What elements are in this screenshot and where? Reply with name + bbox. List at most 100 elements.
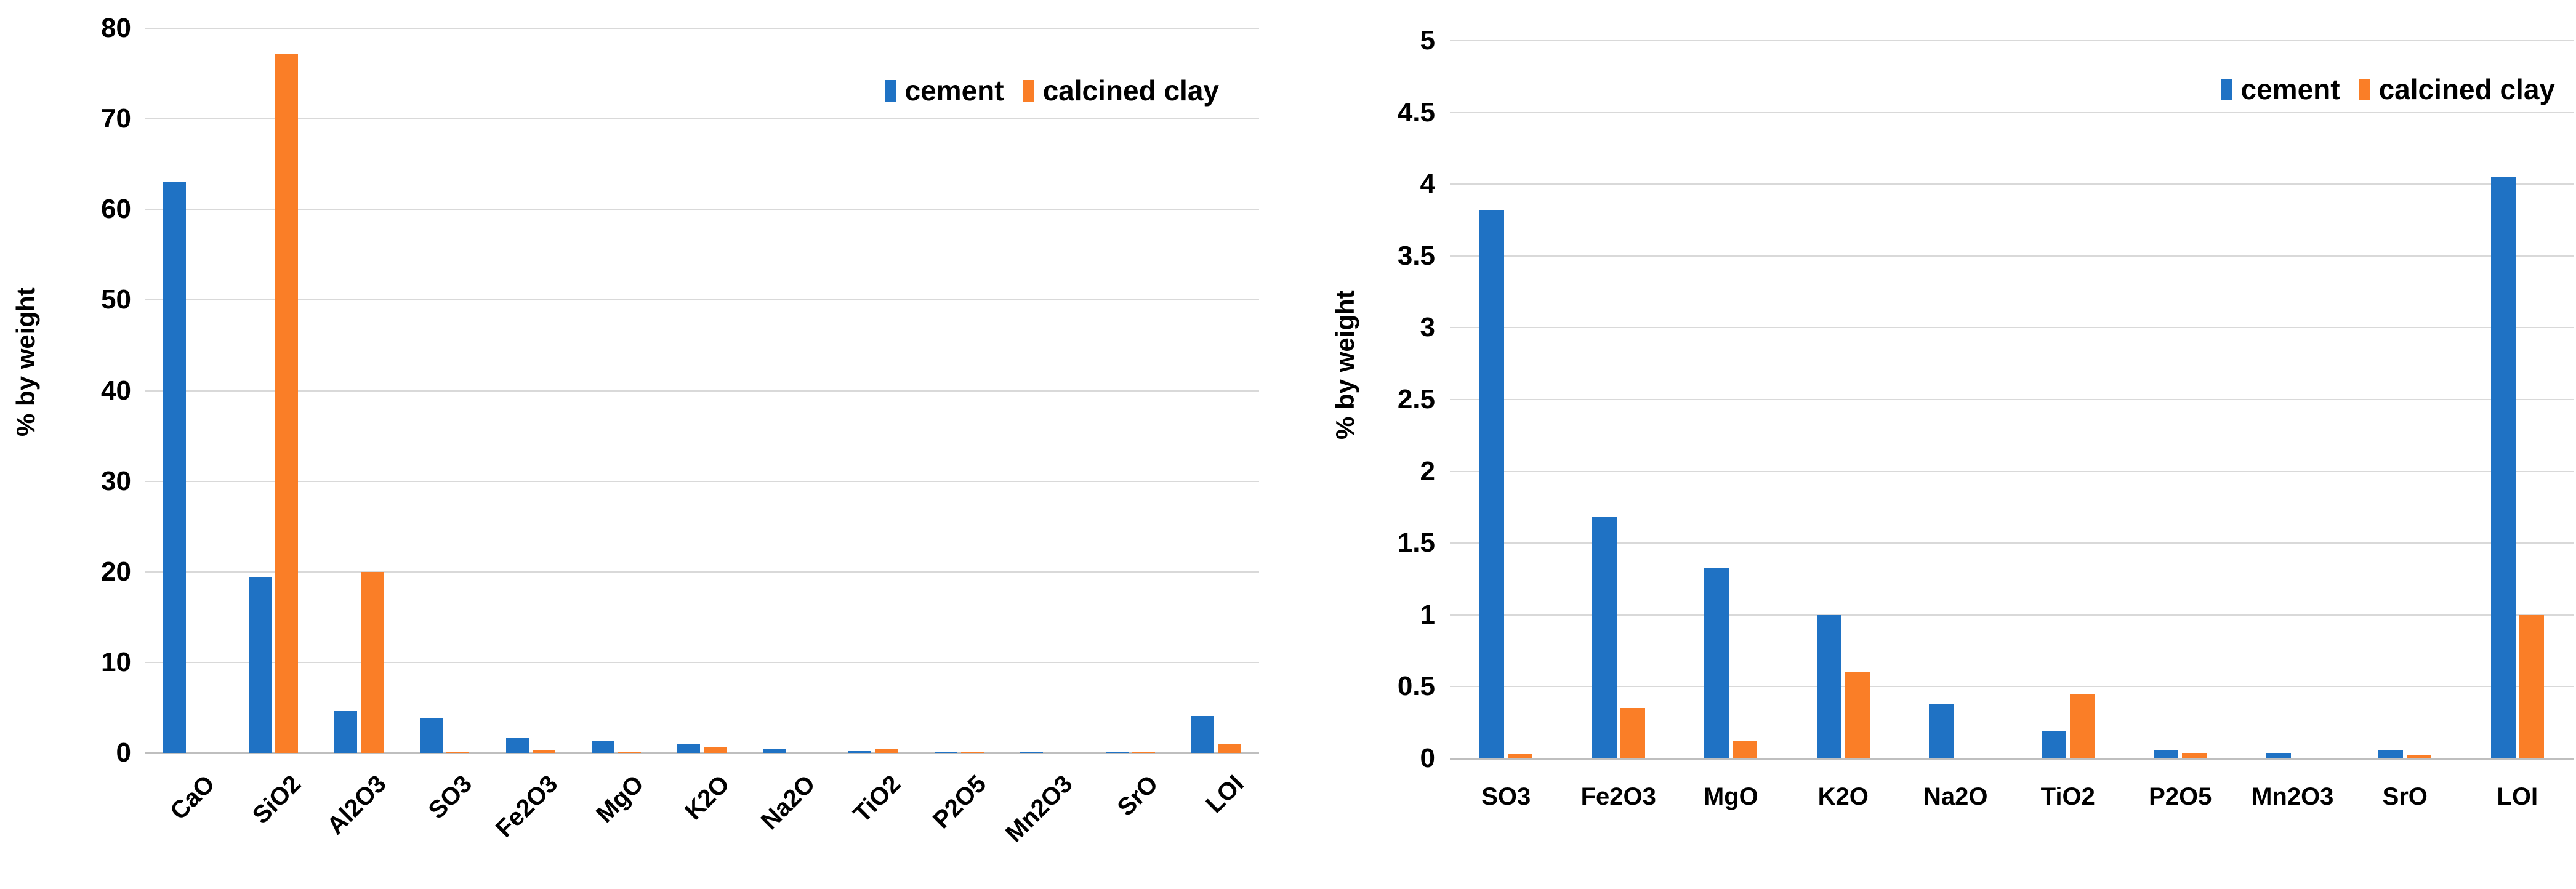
x-axis-label: P2O5 <box>928 770 992 834</box>
bar-cement-Mn2O3 <box>2266 752 2291 758</box>
x-axis-label: P2O5 <box>2149 783 2212 810</box>
x-axis-label: Mn2O3 <box>2252 783 2334 810</box>
bar-calcined-clay-P2O5 <box>960 752 984 753</box>
bar-calcined-clay-SrO <box>1132 752 1156 753</box>
legend-entry-cement: cement <box>884 74 1004 107</box>
legend: cement calcined clay <box>2220 73 2555 106</box>
gridline <box>145 571 1259 573</box>
bar-cement-SO3 <box>420 718 443 753</box>
y-tick-label: 10 <box>101 646 131 677</box>
bar-cement-P2O5 <box>2154 750 2179 758</box>
x-axis-label: LOI <box>1201 770 1249 819</box>
bar-cement-Al2O3 <box>334 711 358 753</box>
legend-entry-calcined-clay: calcined clay <box>1022 74 1219 107</box>
x-axis-label: TiO2 <box>848 770 906 828</box>
bar-cement-CaO <box>163 182 186 753</box>
x-axis-label: MgO <box>590 770 649 828</box>
bar-cement-K2O <box>677 744 700 753</box>
y-tick-label: 0 <box>116 738 131 768</box>
x-axis-label: Fe2O3 <box>1580 783 1656 810</box>
y-tick-label: 0 <box>1420 743 1435 773</box>
y-tick-label: 20 <box>101 556 131 587</box>
y-tick-label: 2 <box>1420 456 1435 486</box>
legend-swatch-cement <box>884 79 896 102</box>
gridline <box>145 299 1259 301</box>
y-tick-label: 60 <box>101 194 131 225</box>
gridline <box>145 28 1259 29</box>
bar-cement-K2O <box>1816 614 1841 758</box>
x-axis-label: Na2O <box>1923 783 1988 810</box>
y-tick-label: 70 <box>101 103 131 134</box>
bar-calcined-clay-TiO2 <box>875 749 898 753</box>
bar-calcined-clay-LOI <box>1218 744 1241 753</box>
y-tick-label: 50 <box>101 284 131 315</box>
y-tick-label: 4 <box>1420 169 1435 199</box>
gridline <box>145 209 1259 211</box>
gridline <box>1450 111 2574 113</box>
gridline <box>145 118 1259 120</box>
chart-left-composition-full-scale: % by weight 0 10 20 30 40 50 60 70 80 CaO SiO2 Al2O… <box>11 13 1259 848</box>
legend-label: cement <box>904 74 1004 107</box>
bar-calcined-clay-K2O <box>704 747 727 753</box>
bar-calcined-clay-Al2O3 <box>361 571 384 753</box>
bar-cement-Fe2O3 <box>505 738 529 753</box>
y-tick-label: 5 <box>1420 25 1435 55</box>
gridline <box>1450 542 2574 544</box>
gridline <box>145 390 1259 392</box>
bar-cement-Mn2O3 <box>1020 752 1043 753</box>
y-tick-label: 3.5 <box>1397 240 1435 271</box>
x-axis-label: K2O <box>679 770 735 826</box>
legend-swatch-calcined-clay <box>2358 78 2370 100</box>
x-axis-label: SO3 <box>1481 783 1531 810</box>
bar-cement-SO3 <box>1479 210 1505 758</box>
gridline <box>1450 614 2574 616</box>
bar-cement-SrO <box>2378 750 2404 758</box>
x-axis-line <box>1450 757 2574 760</box>
x-axis-label: SrO <box>1112 770 1164 821</box>
bar-calcined-clay-Fe2O3 <box>532 749 555 753</box>
bar-cement-LOI <box>2490 177 2516 758</box>
bar-calcined-clay-MgO <box>618 752 641 753</box>
bar-cement-MgO <box>1704 567 1729 758</box>
gridline <box>145 480 1259 482</box>
bar-calcined-clay-MgO <box>1733 741 1758 758</box>
gridline <box>145 661 1259 663</box>
bar-calcined-clay-TiO2 <box>2069 694 2095 758</box>
bar-cement-Fe2O3 <box>1592 517 1617 758</box>
bar-calcined-clay-SO3 <box>446 752 470 753</box>
x-axis-label: Fe2O3 <box>491 770 563 843</box>
gridline <box>1450 399 2574 400</box>
bar-calcined-clay-SrO <box>2407 755 2432 758</box>
legend-label: calcined clay <box>1042 74 1219 107</box>
legend-label: cement <box>2240 73 2340 105</box>
y-tick-label: 80 <box>101 13 131 43</box>
y-tick-label: 4.5 <box>1397 97 1435 127</box>
bar-calcined-clay-SiO2 <box>275 54 298 753</box>
x-axis-label: Mn2O3 <box>1000 770 1078 848</box>
bar-calcined-clay-LOI <box>2519 614 2544 758</box>
y-tick-label: 1 <box>1420 599 1435 630</box>
gridline <box>1450 327 2574 329</box>
y-tick-label: 2.5 <box>1397 384 1435 414</box>
bar-cement-LOI <box>1191 716 1215 753</box>
bar-cement-Na2O <box>1929 704 1954 758</box>
gridline <box>1450 255 2574 257</box>
bar-cement-MgO <box>591 741 614 753</box>
y-tick-label: 40 <box>101 375 131 406</box>
gridline <box>1450 183 2574 185</box>
bar-calcined-clay-K2O <box>1845 672 1870 758</box>
bar-cement-TiO2 <box>848 751 872 753</box>
legend-entry-cement: cement <box>2220 73 2340 106</box>
legend-entry-calcined-clay: calcined clay <box>2358 73 2555 106</box>
legend-swatch-calcined-clay <box>1022 79 1034 102</box>
y-tick-label: 30 <box>101 465 131 496</box>
bar-cement-P2O5 <box>934 752 957 753</box>
bar-calcined-clay-Fe2O3 <box>1620 708 1645 758</box>
gridline <box>1450 470 2574 472</box>
x-axis-label: TiO2 <box>2040 783 2095 810</box>
bar-cement-Na2O <box>763 749 786 753</box>
x-axis-label: LOI <box>2497 783 2538 810</box>
legend-swatch-cement <box>2220 78 2232 100</box>
bar-cement-SiO2 <box>248 577 272 753</box>
